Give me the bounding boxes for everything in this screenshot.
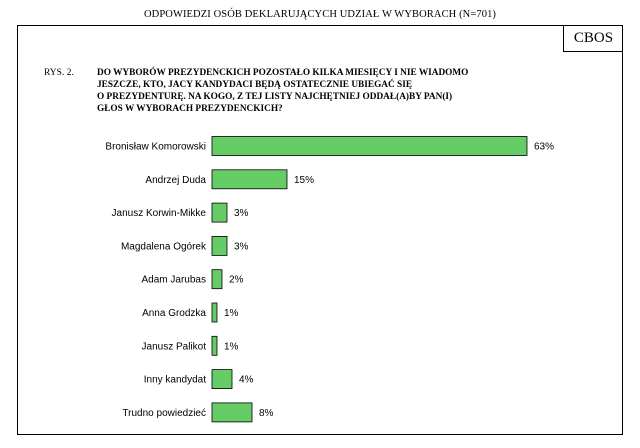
- question-line: DO WYBORÓW PREZYDENCKICH POZOSTAŁO KILKA…: [97, 68, 469, 78]
- bar: [211, 335, 218, 356]
- category-label: Janusz Korwin-Mikke: [112, 208, 207, 219]
- value-label: 1%: [224, 308, 239, 319]
- bar: [211, 169, 288, 190]
- category-label: Adam Jarubas: [142, 275, 206, 286]
- value-label: 8%: [259, 408, 274, 419]
- question-line: O PREZYDENTURĘ. NA KOGO, Z TEJ LISTY NAJ…: [97, 92, 453, 102]
- chart-header: ODPOWIEDZI OSÓB DEKLARUJĄCYCH UDZIAŁ W W…: [143, 9, 497, 20]
- category-label: Trudno powiedzieć: [122, 408, 206, 419]
- bar: [211, 302, 218, 323]
- question-text: DO WYBORÓW PREZYDENCKICH POZOSTAŁO KILKA…: [97, 67, 587, 115]
- bar: [211, 369, 233, 390]
- value-label: 4%: [239, 375, 254, 386]
- value-label: 3%: [234, 241, 249, 252]
- category-label: Bronisław Komorowski: [105, 142, 206, 153]
- bar: [211, 235, 228, 256]
- category-label: Anna Grodzka: [142, 308, 206, 319]
- value-label: 3%: [234, 208, 249, 219]
- value-label: 15%: [294, 175, 314, 186]
- category-label: Magdalena Ogórek: [121, 241, 207, 252]
- category-label: Janusz Palikot: [142, 341, 207, 352]
- value-label: 2%: [229, 275, 244, 286]
- bar: [211, 402, 253, 423]
- bar: [211, 136, 528, 156]
- cbos-logo: CBOS: [563, 25, 623, 52]
- value-label: 63%: [534, 142, 554, 153]
- bar: [211, 202, 228, 223]
- category-label: Andrzej Duda: [145, 175, 206, 186]
- value-label: 1%: [224, 341, 239, 352]
- question-line: JESZCZE, KTO, JACY KANDYDACI BĘDĄ OSTATE…: [97, 80, 413, 90]
- chart-frame: [17, 25, 623, 435]
- question-line: GŁOS W WYBORACH PREZYDENCKICH?: [97, 104, 283, 114]
- figure-label: RYS. 2.: [44, 68, 74, 78]
- category-label: Inny kandydat: [144, 375, 206, 386]
- bar: [211, 269, 223, 290]
